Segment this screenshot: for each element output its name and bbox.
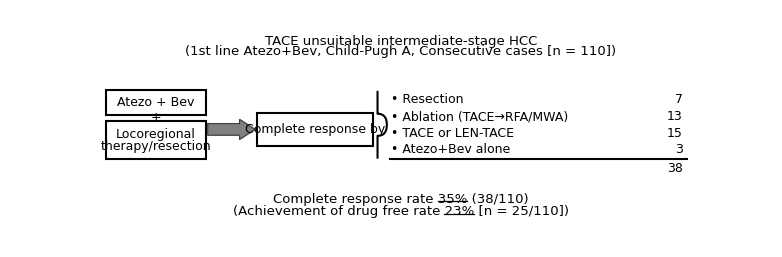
FancyBboxPatch shape bbox=[106, 121, 206, 159]
Text: Complete response rate 35% (38/110): Complete response rate 35% (38/110) bbox=[273, 193, 529, 206]
Text: 3: 3 bbox=[675, 143, 683, 156]
Text: 13: 13 bbox=[667, 110, 683, 123]
FancyBboxPatch shape bbox=[106, 90, 206, 115]
Text: • Atezo+Bev alone: • Atezo+Bev alone bbox=[392, 143, 511, 156]
Polygon shape bbox=[208, 120, 255, 139]
FancyBboxPatch shape bbox=[256, 113, 373, 145]
Text: • Ablation (TACE→RFA/MWA): • Ablation (TACE→RFA/MWA) bbox=[392, 110, 569, 123]
Text: (1st line Atezo+Bev, Child-Pugh A, Consecutive cases [n = 110]): (1st line Atezo+Bev, Child-Pugh A, Conse… bbox=[185, 45, 616, 58]
Text: +: + bbox=[151, 111, 161, 124]
Text: Complete response by: Complete response by bbox=[245, 123, 385, 136]
Text: TACE unsuitable intermediate-stage HCC: TACE unsuitable intermediate-stage HCC bbox=[264, 35, 537, 48]
Text: • Resection: • Resection bbox=[392, 94, 464, 106]
Text: therapy/resection: therapy/resection bbox=[101, 140, 211, 153]
Text: (Achievement of drug free rate 23% [n = 25/110]): (Achievement of drug free rate 23% [n = … bbox=[233, 205, 569, 218]
Text: Atezo + Bev: Atezo + Bev bbox=[117, 96, 195, 109]
Text: 15: 15 bbox=[667, 126, 683, 140]
Text: Locoregional: Locoregional bbox=[116, 128, 196, 141]
Text: • TACE or LEN-TACE: • TACE or LEN-TACE bbox=[392, 126, 515, 140]
Text: 7: 7 bbox=[675, 94, 683, 106]
Text: 38: 38 bbox=[667, 162, 683, 175]
